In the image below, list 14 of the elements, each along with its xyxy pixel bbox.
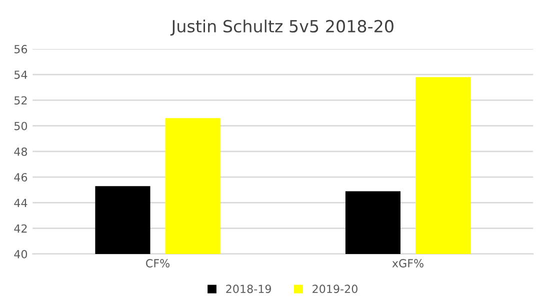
y-tick-label: 42 [14, 224, 27, 233]
y-tick-label: 46 [14, 173, 28, 182]
y-tick-label: 52 [14, 96, 27, 105]
chart-title: Justin Schultz 5v5 2018-20 [170, 20, 394, 36]
y-tick-label: 54 [14, 70, 28, 79]
y-tick-label: 48 [14, 147, 28, 156]
x-tick-label: CF% [146, 259, 170, 268]
y-tick-label: 50 [14, 122, 28, 130]
y-tick-label: 44 [14, 198, 28, 207]
legend-label: 2018-19 [226, 284, 271, 294]
x-tick-label: xGF% [392, 259, 424, 268]
y-tick-label: 56 [14, 44, 28, 54]
y-tick-label: 40 [14, 250, 28, 258]
legend-label: 2019-20 [312, 284, 358, 294]
